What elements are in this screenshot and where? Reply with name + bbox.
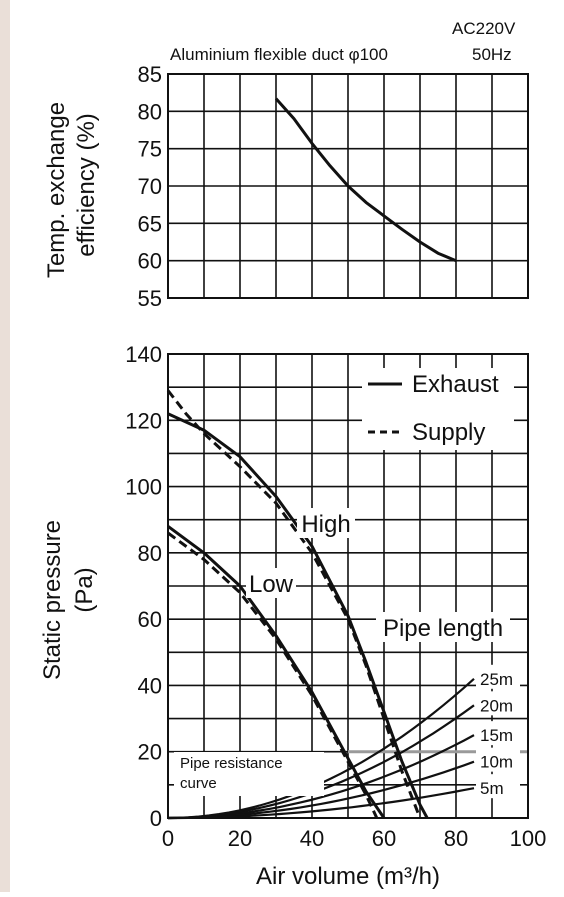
series-supply-low [167, 531, 379, 819]
pressure-y-tick-label: 20 [138, 740, 162, 765]
pipe-curve-label: 10m [480, 753, 513, 772]
pressure-series [166, 389, 429, 819]
efficiency-y-tick-label: 75 [138, 137, 162, 162]
pipe-resistance-label-line2: curve [180, 775, 217, 792]
legend-supply-label: Supply [412, 419, 485, 446]
pipe-curve-label: 20m [480, 696, 513, 715]
efficiency-series [274, 97, 457, 263]
x-axis-label: Air volume (m³/h) [256, 863, 440, 890]
pipe-label-bg [476, 691, 520, 716]
pressure-y-label-line1: Static pressure [39, 520, 66, 680]
pipe-curve-label: 25m [480, 670, 513, 689]
pipe-curve-label: 15m [480, 726, 513, 745]
voltage-label: AC220V [452, 19, 516, 38]
pressure-y-tick-label: 140 [125, 342, 162, 367]
pressure-x-tick-label: 80 [444, 826, 468, 851]
pipe-label-bg [476, 721, 520, 746]
pressure-ticks: 0 20 40 60 80 100 120 140 0 20 40 60 80 100 [125, 342, 546, 851]
pressure-plot-frame [167, 353, 529, 819]
legend-box [362, 368, 514, 450]
frequency-label: 50Hz [472, 45, 512, 64]
high-label: High [301, 511, 350, 538]
efficiency-y-tick-label: 55 [138, 286, 162, 311]
pipe-curve-5m [168, 787, 475, 820]
duct-label: Aluminium flexible duct φ100 [170, 45, 388, 64]
pipe-label-bg [476, 774, 520, 799]
efficiency-curve [274, 97, 457, 263]
series-supply-high [166, 389, 422, 819]
pipe-label-bg [476, 747, 520, 772]
efficiency-y-tick-label: 65 [138, 211, 162, 236]
legend-exhaust-label: Exhaust [412, 371, 499, 398]
efficiency-y-tick-label: 85 [138, 62, 162, 87]
efficiency-plot-frame [167, 73, 529, 299]
pressure-x-tick-label: 60 [372, 826, 396, 851]
pipe-length-label-bg [376, 612, 510, 642]
pressure-y-tick-label: 80 [138, 541, 162, 566]
pressure-y-tick-label: 40 [138, 673, 162, 698]
series-exhaust-high [167, 412, 429, 819]
left-border-strip [0, 0, 10, 892]
pressure-y-tick-label: 100 [125, 475, 162, 500]
pipe-label-bg [476, 664, 520, 689]
high-label-bg [297, 508, 355, 538]
pipe-curve-label: 5m [480, 779, 504, 798]
efficiency-grid [167, 73, 529, 299]
pressure-y-tick-label: 0 [150, 806, 162, 831]
efficiency-y-tick-label: 80 [138, 99, 162, 124]
series-exhaust-low [167, 525, 386, 819]
pressure-x-tick-label: 100 [510, 826, 547, 851]
pressure-y-label-line2: (Pa) [71, 567, 98, 612]
pressure-x-tick-label: 20 [228, 826, 252, 851]
pressure-x-tick-label: 0 [162, 826, 174, 851]
pipe-resistance-label-bg [174, 752, 324, 796]
efficiency-y-tick-label: 70 [138, 174, 162, 199]
low-label-bg [246, 568, 296, 598]
pressure-y-tick-label: 60 [138, 607, 162, 632]
pipe-resistance-label-line1: Pipe resistance [180, 755, 283, 772]
pressure-x-tick-label: 40 [300, 826, 324, 851]
efficiency-y-label-line2: efficiency (%) [73, 113, 100, 257]
low-label: Low [249, 571, 294, 598]
pressure-y-tick-label: 120 [125, 408, 162, 433]
pipe-length-label: Pipe length [383, 615, 503, 642]
efficiency-y-ticks: 55 60 65 70 75 80 85 [138, 62, 162, 311]
efficiency-y-label-line1: Temp. exchange [43, 102, 70, 278]
efficiency-y-tick-label: 60 [138, 249, 162, 274]
